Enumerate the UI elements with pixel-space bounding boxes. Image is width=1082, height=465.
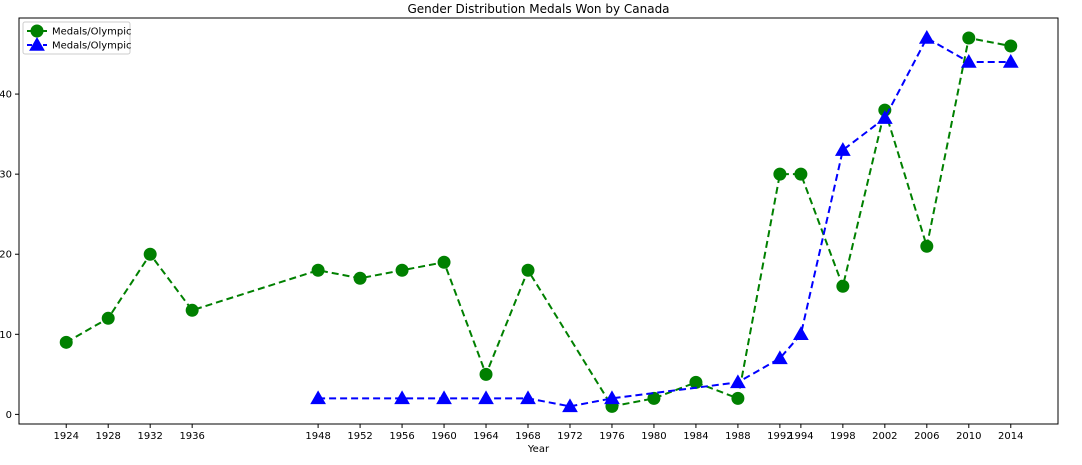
x-tick-label: 1932 [137,431,162,442]
data-point [731,391,745,405]
data-point [772,350,788,365]
x-axis: 1924 1928 1932 1936 1948 1952 1956 1960 1964 1968… [54,424,1023,442]
x-tick-label: 1980 [641,431,666,442]
data-point [730,374,746,389]
legend-label: Medals/Olympic [52,41,132,52]
data-point [960,54,977,68]
plot-area-frame [18,17,1059,425]
x-tick-label: 1928 [95,431,120,442]
data-point [394,390,410,405]
series-1 [59,31,1018,413]
data-point [604,390,620,405]
x-tick-label: 2006 [914,431,939,442]
legend-label: Medals/Olympic [52,27,132,38]
x-tick-label: 1956 [389,431,414,442]
x-tick-label: 2014 [998,431,1023,442]
data-point [689,375,703,389]
x-tick-label: 2002 [872,431,897,442]
x-tick-label: 1988 [725,431,750,442]
data-point [437,255,451,269]
data-point [310,390,326,405]
x-tick-label: 1964 [473,431,498,442]
data-point [436,390,452,405]
x-tick-label: 1998 [830,431,855,442]
data-point [794,167,808,181]
data-point [962,31,976,45]
legend-marker [29,36,45,51]
x-tick-label: 2010 [956,431,981,442]
y-tick-label: 0 [6,410,12,421]
chart-title: Gender Distribution Medals Won by Canada [407,2,669,16]
data-point [918,30,935,44]
legend-marker [30,24,44,38]
x-tick-label: 1992 [767,431,792,442]
data-point [143,247,157,261]
x-tick-label: 1968 [515,431,540,442]
x-axis-label: Year [527,444,550,455]
data-point [311,263,325,277]
x-tick-label: 1972 [557,431,582,442]
series-layer [59,30,1019,413]
data-point [647,391,661,405]
legend: Medals/Olympic Medals/Olympic [22,21,132,55]
data-point [1004,39,1018,53]
data-point [479,367,493,381]
data-point [773,167,787,181]
y-tick-label: 30 [0,170,12,181]
series-2-line [318,36,1011,408]
data-point [520,390,536,405]
data-point [101,311,115,325]
y-axis: 0 10 20 30 40 [0,90,19,421]
x-tick-label: 1976 [599,431,624,442]
data-point [834,142,851,156]
x-tick-label: 1948 [305,431,330,442]
x-tick-label: 1984 [683,431,708,442]
data-point [185,303,199,317]
y-tick-label: 20 [0,250,12,261]
data-point [59,335,73,349]
data-point [793,326,809,341]
x-tick-label: 1936 [179,431,204,442]
data-point [521,263,535,277]
data-point [1002,54,1019,68]
data-point [836,279,850,293]
data-point [876,110,893,124]
x-tick-label: 1924 [54,431,79,442]
y-tick-label: 10 [0,330,12,341]
x-tick-label: 1960 [431,431,456,442]
data-point [478,390,494,405]
data-point [562,398,578,413]
data-point [920,239,934,253]
x-tick-label: 1952 [347,431,372,442]
x-tick-label: 1994 [788,431,813,442]
y-tick-label: 40 [0,90,12,101]
series-1-line [65,36,1011,408]
series-2 [310,30,1019,413]
data-point [395,263,409,277]
data-point [353,271,367,285]
legend-box [22,21,131,55]
